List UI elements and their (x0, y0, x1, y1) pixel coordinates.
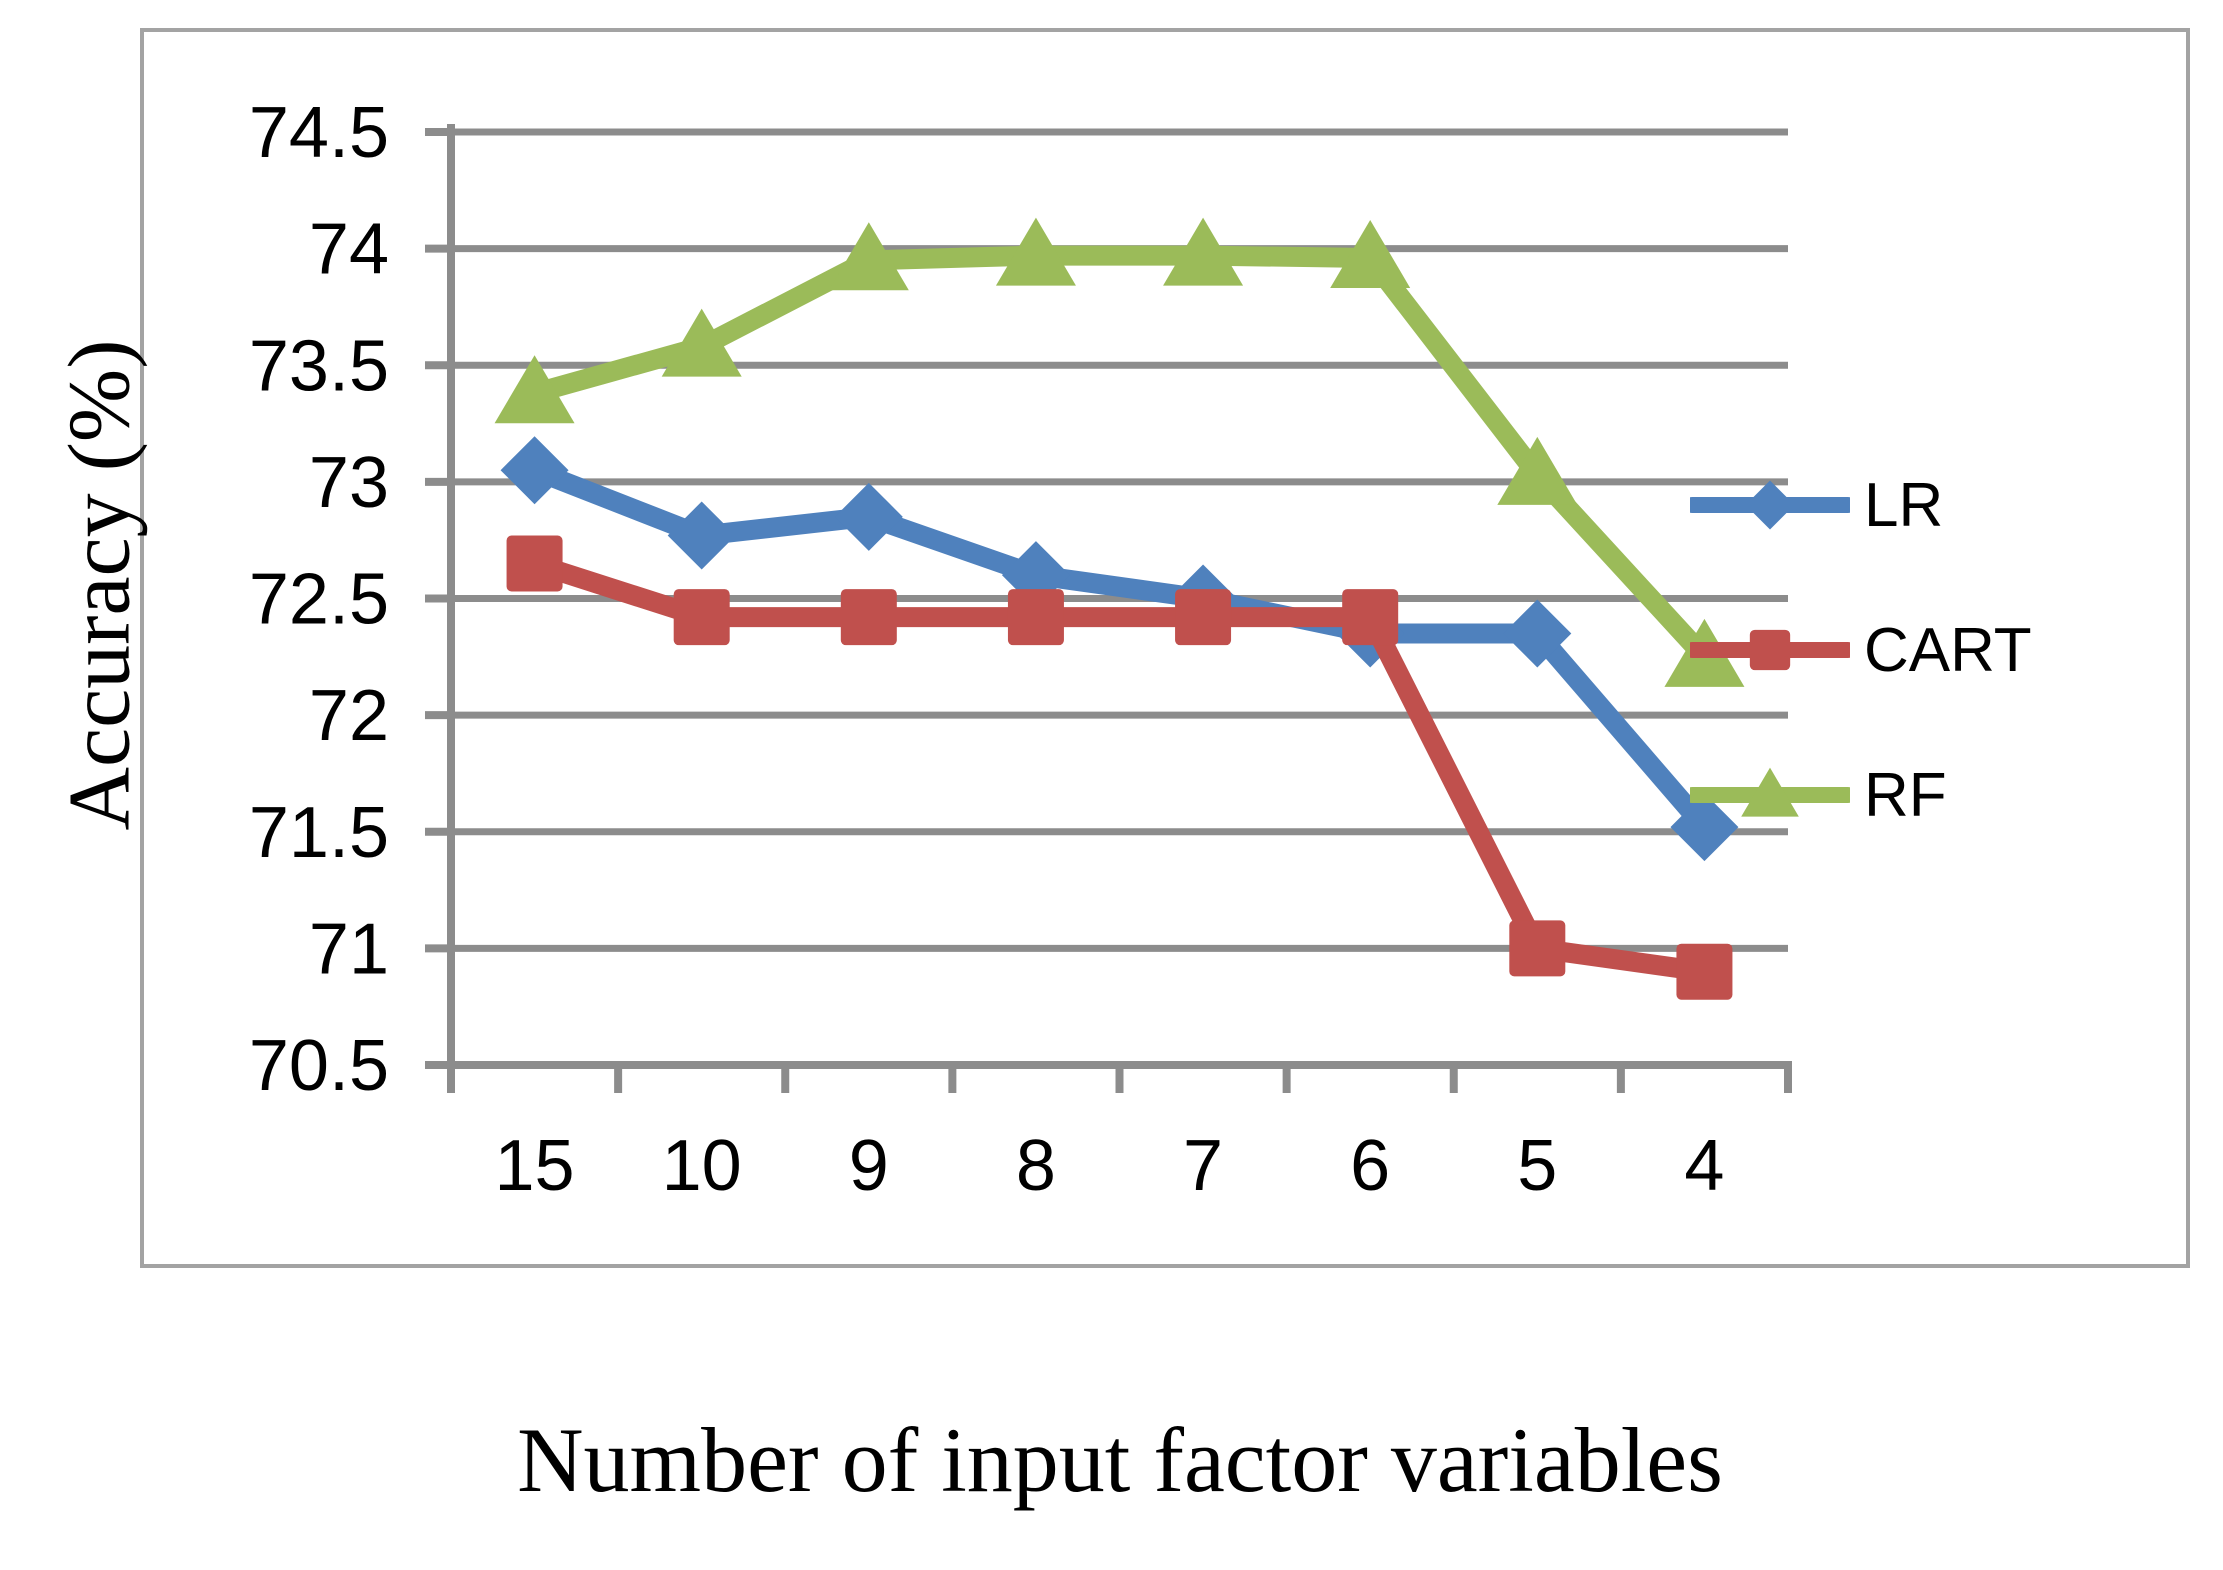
y-tick-label: 73.5 (249, 326, 389, 406)
diamond-marker (500, 436, 569, 505)
legend-label: LR (1864, 470, 1944, 540)
legend-marker-square-icon (1690, 629, 1850, 671)
legend-item-LR: LR (1690, 465, 1943, 545)
diamond-marker (1503, 599, 1572, 668)
legend-marker-triangle-icon (1690, 767, 1850, 817)
legend-label: RF (1864, 760, 1947, 830)
y-tick-label: 72 (309, 676, 389, 756)
diamond-marker (1745, 480, 1795, 530)
legend-label: CART (1864, 615, 2032, 685)
legend-item-CART: CART (1690, 610, 2032, 690)
x-tick-label: 15 (495, 1126, 575, 1206)
diamond-marker (1670, 793, 1739, 862)
y-tick-label: 70.5 (249, 1026, 389, 1106)
y-tick-label: 71 (309, 909, 389, 989)
x-axis-title: Number of input factor variables (517, 1409, 1723, 1511)
x-tick-label: 9 (849, 1126, 889, 1206)
triangle-marker (661, 308, 742, 377)
square-marker (1676, 943, 1733, 1000)
x-tick-label: 4 (1684, 1126, 1724, 1206)
triangle-marker (1163, 217, 1244, 286)
y-tick-label: 74.5 (249, 93, 389, 173)
square-marker (1175, 589, 1232, 646)
y-tick-label: 73 (309, 443, 389, 523)
x-tick-label: 8 (1016, 1126, 1056, 1206)
square-marker (1749, 629, 1791, 671)
y-tick-label: 71.5 (249, 793, 389, 873)
diamond-marker (667, 501, 736, 570)
triangle-marker (1497, 436, 1578, 505)
square-marker (1007, 589, 1064, 646)
square-marker (506, 535, 563, 592)
square-marker (673, 589, 730, 646)
y-tick-label: 72.5 (249, 560, 389, 640)
y-axis-title: Accuracy (%) (51, 339, 149, 831)
square-marker (840, 589, 897, 646)
triangle-marker (1741, 767, 1799, 817)
x-tick-label: 10 (662, 1126, 742, 1206)
triangle-marker (494, 355, 575, 424)
x-tick-label: 6 (1350, 1126, 1390, 1206)
series-line-RF (524, 245, 1715, 667)
series-CART (506, 535, 1733, 1000)
square-marker (1509, 920, 1566, 977)
triangle-marker (995, 217, 1076, 286)
legend: LR CART RF (1690, 0, 2170, 1570)
triangle-marker (828, 222, 909, 291)
triangle-marker (1330, 219, 1411, 288)
y-tick-label: 74 (309, 210, 389, 290)
x-tick-label: 5 (1517, 1126, 1557, 1206)
diamond-marker (834, 482, 903, 551)
legend-marker-diamond-icon (1690, 480, 1850, 530)
x-tick-label: 7 (1183, 1126, 1223, 1206)
square-marker (1342, 589, 1399, 646)
legend-item-RF: RF (1690, 755, 1947, 835)
